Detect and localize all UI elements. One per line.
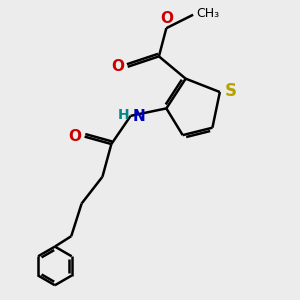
Text: N: N [132, 109, 145, 124]
Text: H: H [118, 108, 129, 122]
Text: O: O [68, 129, 81, 144]
Text: S: S [225, 82, 237, 100]
Text: O: O [160, 11, 173, 26]
Text: CH₃: CH₃ [196, 7, 219, 20]
Text: O: O [111, 59, 124, 74]
